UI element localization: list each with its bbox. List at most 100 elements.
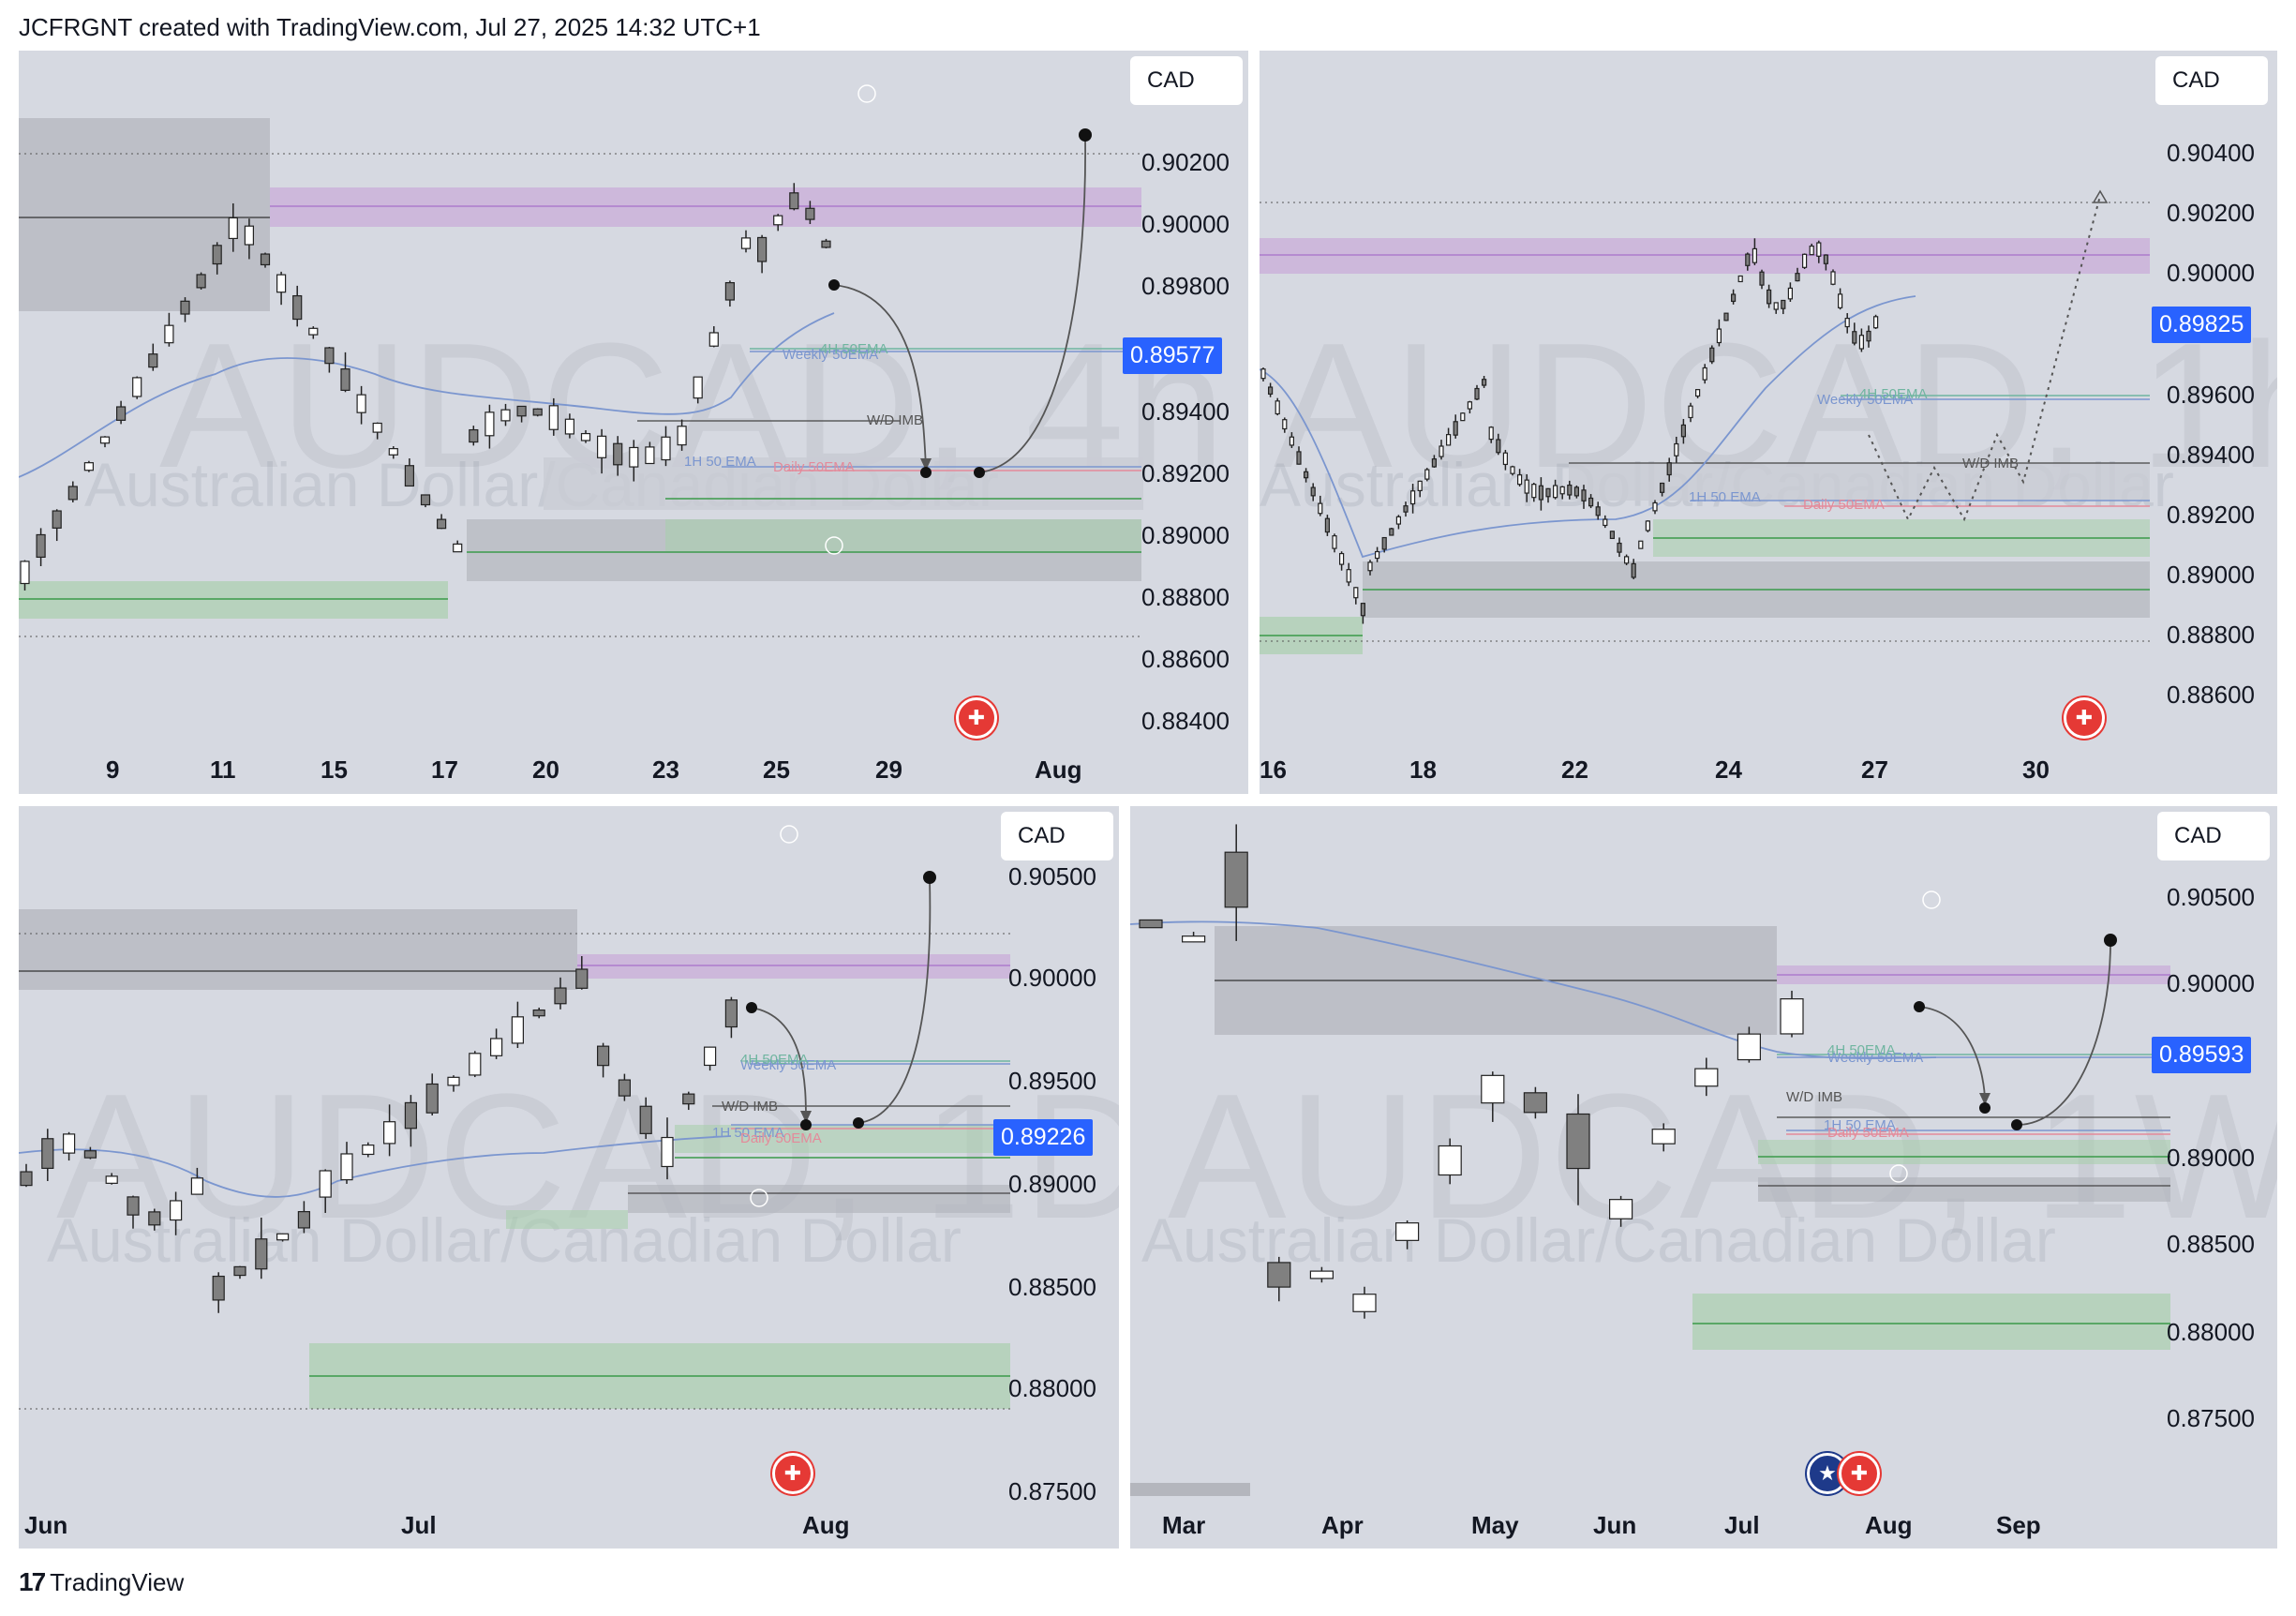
candle-body: [789, 192, 799, 210]
candle-body: [1395, 1222, 1420, 1241]
time-label: 23: [652, 756, 679, 784]
label-4h-ema: 4H 50EMA: [740, 1052, 809, 1068]
price-level: 0.88000: [2167, 1318, 2255, 1346]
candle-body: [575, 968, 589, 989]
candle-body: [1318, 502, 1323, 515]
candle-body: [1545, 487, 1551, 498]
candle-body: [1674, 442, 1679, 456]
label-daily-ema: Daily 50EMA: [773, 459, 855, 475]
candle-body: [1332, 535, 1337, 549]
chart-panel-1h[interactable]: AUDCAD, 1h Australian Dollar/Canadian Do…: [1260, 51, 2277, 794]
time-label: Jul: [401, 1511, 437, 1539]
candle-body: [212, 1275, 225, 1301]
canada-flag-icon[interactable]: ✚: [772, 1453, 813, 1494]
candle-body: [1638, 540, 1644, 549]
candle-body: [404, 1101, 417, 1130]
current-price-tag: 0.89226: [993, 1119, 1094, 1156]
candle-body: [372, 422, 382, 433]
candle-body: [469, 1053, 482, 1076]
candle-body: [1567, 484, 1573, 496]
candle-body: [420, 494, 431, 506]
chart-canvas[interactable]: [1130, 806, 2277, 1549]
candle-body: [821, 240, 831, 248]
candle-body: [1439, 445, 1444, 457]
candle-body: [1780, 998, 1804, 1035]
candlestick-series: [20, 183, 831, 591]
candle-body: [756, 236, 768, 262]
label-wd-imb: W/D IMB: [1786, 1089, 1842, 1105]
chart-panel-1d[interactable]: AUDCAD, 1D Australian Dollar/Canadian Do…: [19, 806, 1119, 1549]
candle-body: [613, 442, 623, 466]
candle-body: [1523, 1092, 1547, 1114]
candlestick-series: [1139, 824, 1804, 1319]
candle-body: [1801, 253, 1808, 268]
candle-body: [1481, 1074, 1505, 1104]
candle-body: [83, 1150, 97, 1159]
candle-body: [1660, 482, 1665, 493]
candle-body: [99, 436, 111, 444]
price-level: 0.88800: [2167, 621, 2255, 649]
candle-body: [1524, 479, 1529, 494]
tradingview-footer[interactable]: 17 TradingView: [19, 1567, 184, 1597]
current-price-tag: 0.89825: [2152, 307, 2252, 343]
canada-flag-icon[interactable]: ✚: [1839, 1453, 1880, 1494]
candle-body: [437, 518, 447, 530]
chart-panel-4h[interactable]: AUDCAD, 4h Australian Dollar/Canadian Do…: [19, 51, 1248, 794]
chart-canvas[interactable]: [1260, 51, 2277, 794]
tradingview-logo-icon: 17: [19, 1567, 46, 1596]
price-level: 0.89400: [1141, 397, 1230, 426]
price-level: 0.89000: [1141, 521, 1230, 549]
candle-body: [228, 217, 238, 240]
candle-body: [1324, 517, 1331, 533]
candle-body: [1260, 368, 1266, 380]
candle-body: [1453, 421, 1458, 436]
candle-body: [425, 1083, 439, 1114]
candle-body: [115, 406, 127, 421]
candle-body: [1694, 1068, 1719, 1087]
currency-label[interactable]: CAD: [1001, 812, 1113, 860]
label-1h-ema: 1H 50 EMA: [712, 1125, 784, 1141]
candle-body: [1852, 331, 1857, 344]
candle-body: [388, 448, 398, 456]
candle-body: [1631, 562, 1636, 578]
label-wd-imb: W/D IMB: [1962, 456, 2019, 471]
candle-body: [1474, 387, 1480, 400]
currency-label[interactable]: CAD: [2155, 56, 2268, 105]
chart-canvas[interactable]: [19, 51, 1248, 794]
label-daily-ema: Daily 50EMA: [1827, 1125, 1909, 1141]
currency-label[interactable]: CAD: [1130, 56, 1243, 105]
candle-body: [773, 215, 783, 226]
candle-body: [233, 1265, 246, 1277]
price-level: 0.88500: [1008, 1273, 1096, 1301]
chart-canvas[interactable]: [19, 806, 1119, 1549]
chart-panel-1w[interactable]: AUDCAD, 1W Australian Dollar/Canadian Do…: [1130, 806, 2277, 1549]
candle-body: [1296, 451, 1302, 465]
candle-body: [276, 1233, 290, 1241]
price-level: 0.87500: [2167, 1404, 2255, 1432]
candle-body: [1766, 289, 1772, 305]
candle-body: [805, 207, 815, 220]
candle-body: [324, 347, 335, 365]
candle-body: [580, 432, 591, 441]
candle-body: [1566, 1113, 1590, 1170]
canada-flag-icon[interactable]: ✚: [956, 697, 997, 739]
candle-body: [1431, 458, 1437, 468]
time-label: 16: [1260, 756, 1287, 784]
candle-body: [1823, 254, 1829, 264]
canada-flag-icon[interactable]: ✚: [2064, 697, 2105, 739]
candle-body: [1303, 471, 1309, 479]
time-label: 18: [1409, 756, 1437, 784]
price-level: 0.88800: [1141, 583, 1230, 611]
time-label: Apr: [1321, 1511, 1364, 1539]
currency-label[interactable]: CAD: [2157, 812, 2270, 860]
time-label: Mar: [1162, 1511, 1206, 1539]
price-level: 0.88600: [2167, 681, 2255, 709]
price-level: 0.89000: [2167, 561, 2255, 589]
candle-body: [196, 274, 206, 289]
candle-body: [596, 1045, 610, 1067]
chart-header-caption: JCFRGNT created with TradingView.com, Ju…: [19, 13, 761, 41]
candle-body: [1609, 1199, 1633, 1219]
candle-body: [1809, 245, 1814, 256]
candle-body: [62, 1133, 76, 1154]
price-level: 0.89200: [2167, 501, 2255, 529]
